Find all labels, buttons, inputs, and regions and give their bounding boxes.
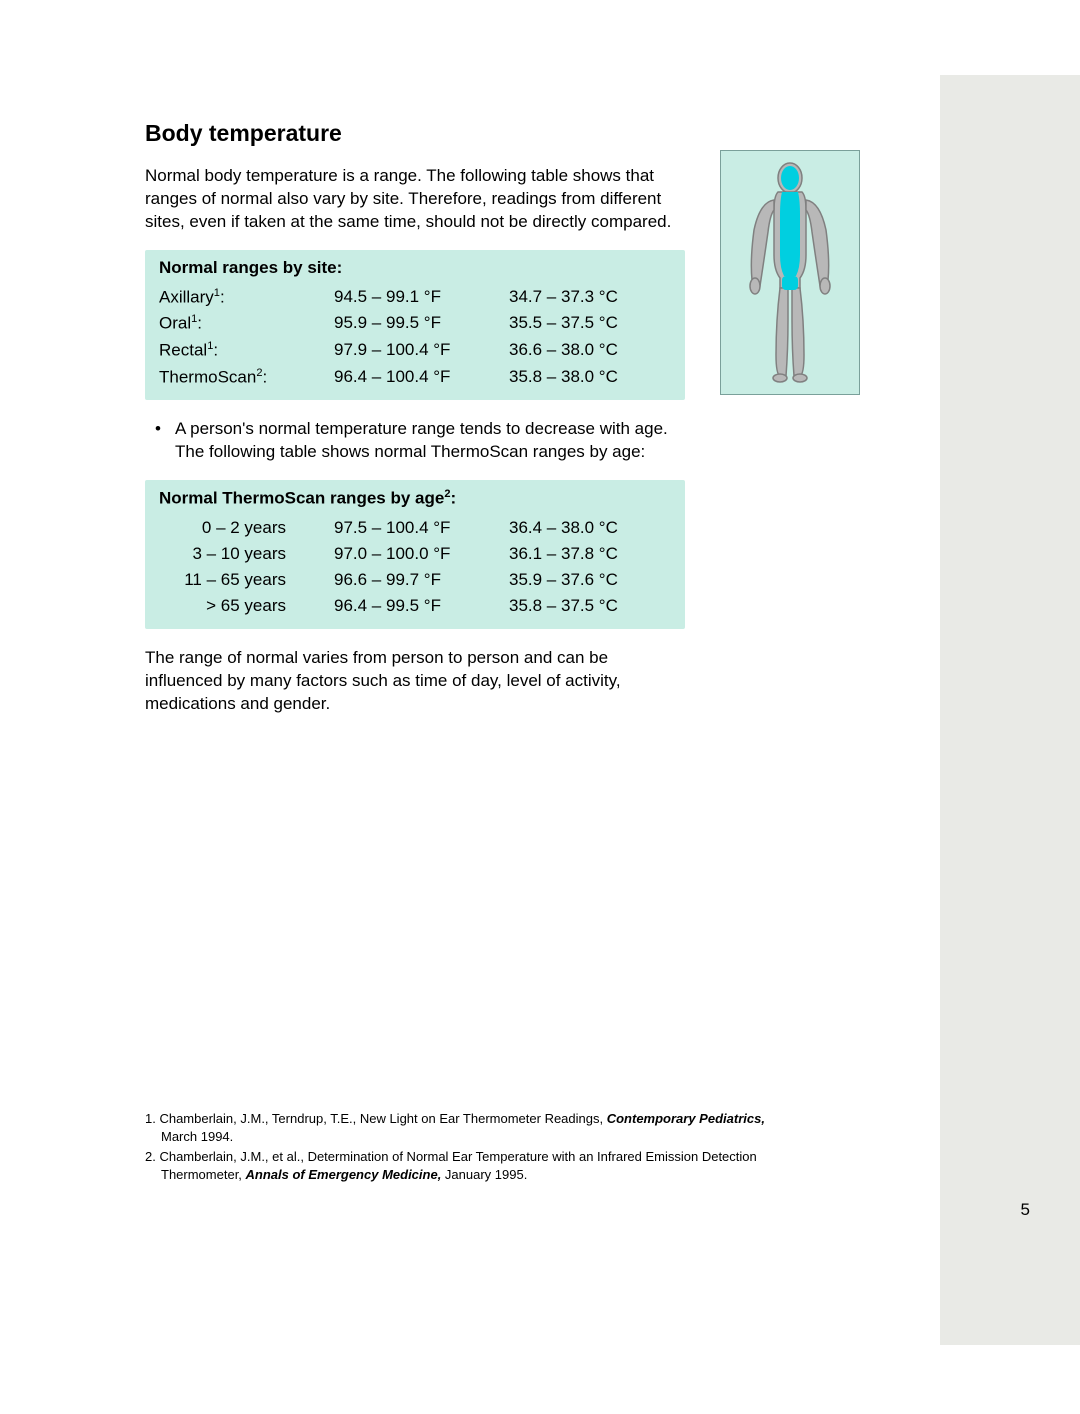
intro-paragraph: Normal body temperature is a range. The …: [145, 165, 685, 234]
site-name: ThermoScan: [159, 367, 256, 386]
site-sup: 1: [207, 340, 213, 352]
fahrenheit-range: 96.4 – 99.5 °F: [334, 596, 509, 616]
fahrenheit-range: 97.5 – 100.4 °F: [334, 518, 509, 538]
table-row: Oral1: 95.9 – 99.5 °F 35.5 – 37.5 °C: [159, 310, 671, 337]
site-label: Rectal1:: [159, 340, 334, 361]
right-margin-band: [940, 75, 1080, 1345]
age-label: 3 – 10 years: [159, 544, 334, 564]
page-title: Body temperature: [145, 120, 685, 147]
celsius-range: 36.1 – 37.8 °C: [509, 544, 659, 564]
celsius-range: 35.5 – 37.5 °C: [509, 313, 659, 334]
bullet-note: A person's normal temperature range tend…: [145, 418, 685, 464]
age-label: 11 – 65 years: [159, 570, 334, 590]
fahrenheit-range: 94.5 – 99.1 °F: [334, 287, 509, 308]
table-row: 11 – 65 years 96.6 – 99.7 °F 35.9 – 37.6…: [159, 567, 671, 593]
age-label: > 65 years: [159, 596, 334, 616]
table-row: 3 – 10 years 97.0 – 100.0 °F 36.1 – 37.8…: [159, 541, 671, 567]
celsius-range: 35.9 – 37.6 °C: [509, 570, 659, 590]
site-sup: 1: [191, 313, 197, 325]
table2-title-text: Normal ThermoScan ranges by age: [159, 489, 444, 508]
celsius-range: 36.4 – 38.0 °C: [509, 518, 659, 538]
footnotes: 1. Chamberlain, J.M., Terndrup, T.E., Ne…: [145, 1110, 765, 1186]
fahrenheit-range: 95.9 – 99.5 °F: [334, 313, 509, 334]
footnote-1: 1. Chamberlain, J.M., Terndrup, T.E., Ne…: [145, 1110, 765, 1145]
site-sup: 1: [214, 287, 220, 299]
table2-title-colon: :: [450, 489, 456, 508]
site-name: Oral: [159, 314, 191, 333]
celsius-range: 34.7 – 37.3 °C: [509, 287, 659, 308]
table-row: > 65 years 96.4 – 99.5 °F 35.8 – 37.5 °C: [159, 593, 671, 619]
celsius-range: 35.8 – 38.0 °C: [509, 367, 659, 388]
footnote-date: January 1995.: [441, 1167, 527, 1182]
footnote-text: 1. Chamberlain, J.M., Terndrup, T.E., Ne…: [145, 1111, 607, 1126]
fahrenheit-range: 96.4 – 100.4 °F: [334, 367, 509, 388]
site-name: Axillary: [159, 287, 214, 306]
site-label: ThermoScan2:: [159, 367, 334, 388]
site-sup: 2: [256, 367, 262, 379]
fahrenheit-range: 97.9 – 100.4 °F: [334, 340, 509, 361]
celsius-range: 36.6 – 38.0 °C: [509, 340, 659, 361]
table1-title: Normal ranges by site:: [159, 258, 671, 278]
footnote-date: March 1994.: [161, 1129, 233, 1144]
table-row: ThermoScan2: 96.4 – 100.4 °F 35.8 – 38.0…: [159, 364, 671, 391]
table-row: Rectal1: 97.9 – 100.4 °F 36.6 – 38.0 °C: [159, 337, 671, 364]
table-row: 0 – 2 years 97.5 – 100.4 °F 36.4 – 38.0 …: [159, 515, 671, 541]
fahrenheit-range: 96.6 – 99.7 °F: [334, 570, 509, 590]
page: Body temperature Normal body temperature…: [0, 0, 1080, 1414]
footnote-journal: Annals of Emergency Medicine,: [246, 1167, 442, 1182]
closing-paragraph: The range of normal varies from person t…: [145, 647, 685, 716]
footnote-journal: Contemporary Pediatrics,: [607, 1111, 765, 1126]
site-label: Oral1:: [159, 313, 334, 334]
table-ranges-by-site: Normal ranges by site: Axillary1: 94.5 –…: [145, 250, 685, 401]
site-name: Rectal: [159, 341, 207, 360]
table-ranges-by-age: Normal ThermoScan ranges by age2: 0 – 2 …: [145, 480, 685, 629]
footnote-2: 2. Chamberlain, J.M., et al., Determinat…: [145, 1148, 765, 1183]
fahrenheit-range: 97.0 – 100.0 °F: [334, 544, 509, 564]
celsius-range: 35.8 – 37.5 °C: [509, 596, 659, 616]
table2-title: Normal ThermoScan ranges by age2:: [159, 488, 671, 509]
age-label: 0 – 2 years: [159, 518, 334, 538]
site-label: Axillary1:: [159, 287, 334, 308]
body-figure: [720, 150, 860, 395]
main-content: Body temperature Normal body temperature…: [145, 120, 685, 732]
table-row: Axillary1: 94.5 – 99.1 °F 34.7 – 37.3 °C: [159, 284, 671, 311]
page-number: 5: [1021, 1200, 1030, 1220]
human-body-icon: [730, 160, 850, 385]
